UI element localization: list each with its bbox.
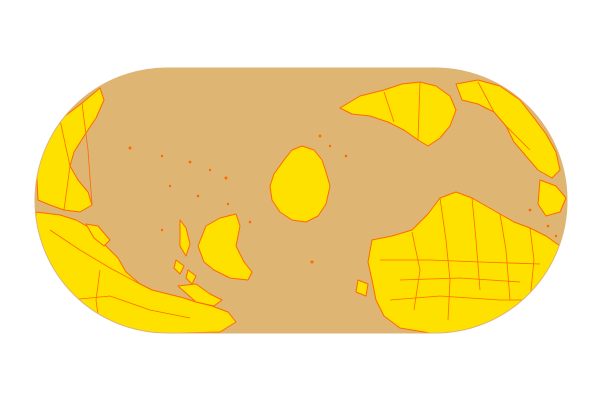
tiny-islands — [128, 134, 558, 264]
landmass-left-isthmus — [85, 223, 111, 247]
landmass-center-upper — [269, 145, 331, 223]
landmass-upper-right-east — [455, 79, 561, 179]
island-chain-center — [179, 219, 191, 257]
island-small-1 — [173, 259, 185, 275]
landmass-lower-right-inlet — [355, 279, 369, 297]
globe-outline — [34, 67, 568, 334]
landmass-center-lower — [197, 213, 253, 281]
island-small-2 — [185, 269, 197, 285]
landmasses — [35, 79, 567, 333]
landmass-upper-right — [339, 81, 457, 147]
landmass-right-islands — [537, 179, 567, 217]
landmass-left-peninsula — [177, 283, 223, 307]
